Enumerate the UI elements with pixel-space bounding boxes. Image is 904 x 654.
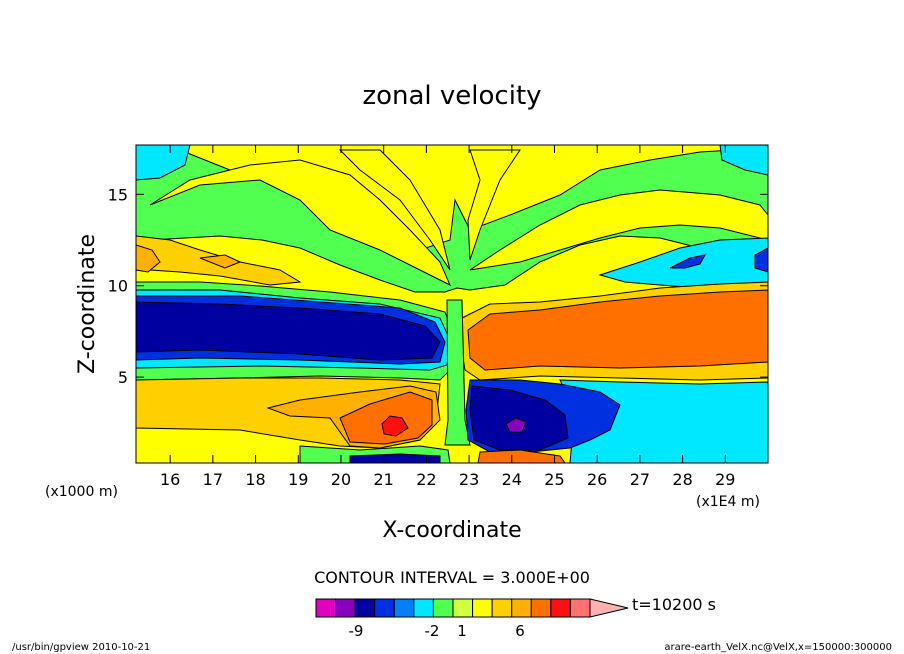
contour-orange-upper-left-core (136, 244, 242, 273)
colorbar-cell (569, 598, 591, 618)
chart-title: zonal velocity (362, 81, 541, 111)
x-tick-label: 24 (502, 470, 522, 489)
contour-green-stem (444, 299, 471, 446)
contour-lower-right-navy (469, 385, 569, 451)
colorbar-tick-label: -9 (349, 622, 364, 640)
colorbar-tick-label: -2 (425, 622, 440, 640)
plot-area (135, 144, 769, 464)
contour-interval-text: CONTOUR INTERVAL = 3.000E+00 (314, 568, 590, 587)
colorbar-cell (335, 598, 356, 618)
x-tick-label: 22 (416, 470, 436, 489)
colorbar-cell (472, 598, 493, 618)
x-tick-label: 21 (373, 470, 393, 489)
colorbar-cell (354, 598, 376, 618)
contour-blue-upper-right (669, 247, 768, 273)
contour-lower-left-darkorange (339, 391, 433, 445)
x-tick-label: 27 (630, 470, 650, 489)
colorbar-cell (550, 598, 571, 618)
y-tick-label: 5 (118, 368, 128, 387)
y-axis-label: Z-coordinate (75, 234, 100, 374)
x-tick-label: 25 (544, 470, 564, 489)
x-tick-label: 18 (245, 470, 265, 489)
x-tick-label: 23 (459, 470, 479, 489)
colorbar-cell (491, 598, 513, 618)
y-tick-label: 10 (108, 277, 128, 296)
colorbar-cell (511, 598, 532, 618)
footer-right: arare-earth_VelX.nc@VelX,x=150000:300000 (664, 642, 892, 653)
colorbar-arrow (589, 598, 629, 618)
x-axis: 16 17 18 19 20 21 22 23 24 25 26 27 28 29 (160, 145, 735, 489)
contour-upper-yellow-wedge (149, 149, 768, 287)
contour-bottom-right-orange (477, 449, 566, 463)
x-tick-label: 16 (160, 470, 180, 489)
colorbar-cell (374, 598, 395, 618)
x-tick-label: 20 (331, 470, 351, 489)
x-tick-label: 28 (672, 470, 692, 489)
x-tick-label: 19 (288, 470, 308, 489)
contour-right-band-orange (467, 289, 768, 371)
contour-lower-left-red (381, 415, 409, 437)
y-unit-label: (x1000 m) (45, 484, 118, 500)
contour-lower-right-purple (505, 417, 527, 433)
contour-cyan-topleft (136, 145, 191, 181)
colorbar-cell (452, 598, 474, 618)
x-tick-label: 29 (715, 470, 735, 489)
plot-frame (135, 144, 769, 464)
y-tick-label: 15 (108, 185, 128, 204)
colorbar-cell (393, 598, 415, 618)
contour-left-band-navy (136, 301, 441, 361)
x-tick-label: 17 (203, 470, 223, 489)
colorbar-ticks: -9 -2 1 6 (349, 622, 525, 640)
colorbar-cell (530, 598, 552, 618)
time-label: t=10200 s (632, 595, 716, 614)
colorbar (315, 598, 629, 618)
footer-left: /usr/bin/gpview 2010-10-21 (12, 642, 150, 653)
colorbar-tick-label: 6 (515, 622, 525, 640)
contour-cyan-topright (719, 145, 768, 176)
y-axis: 5 10 15 (108, 185, 768, 387)
colorbar-cell (413, 598, 434, 618)
colorbar-cell (432, 598, 454, 618)
x-tick-label: 26 (587, 470, 607, 489)
contour-bottom-left-navy (349, 453, 441, 463)
x-axis-label: X-coordinate (382, 518, 521, 543)
x-unit-label: (x1E4 m) (696, 494, 760, 510)
colorbar-tick-label: 1 (457, 622, 467, 640)
colorbar-cell (315, 598, 337, 618)
